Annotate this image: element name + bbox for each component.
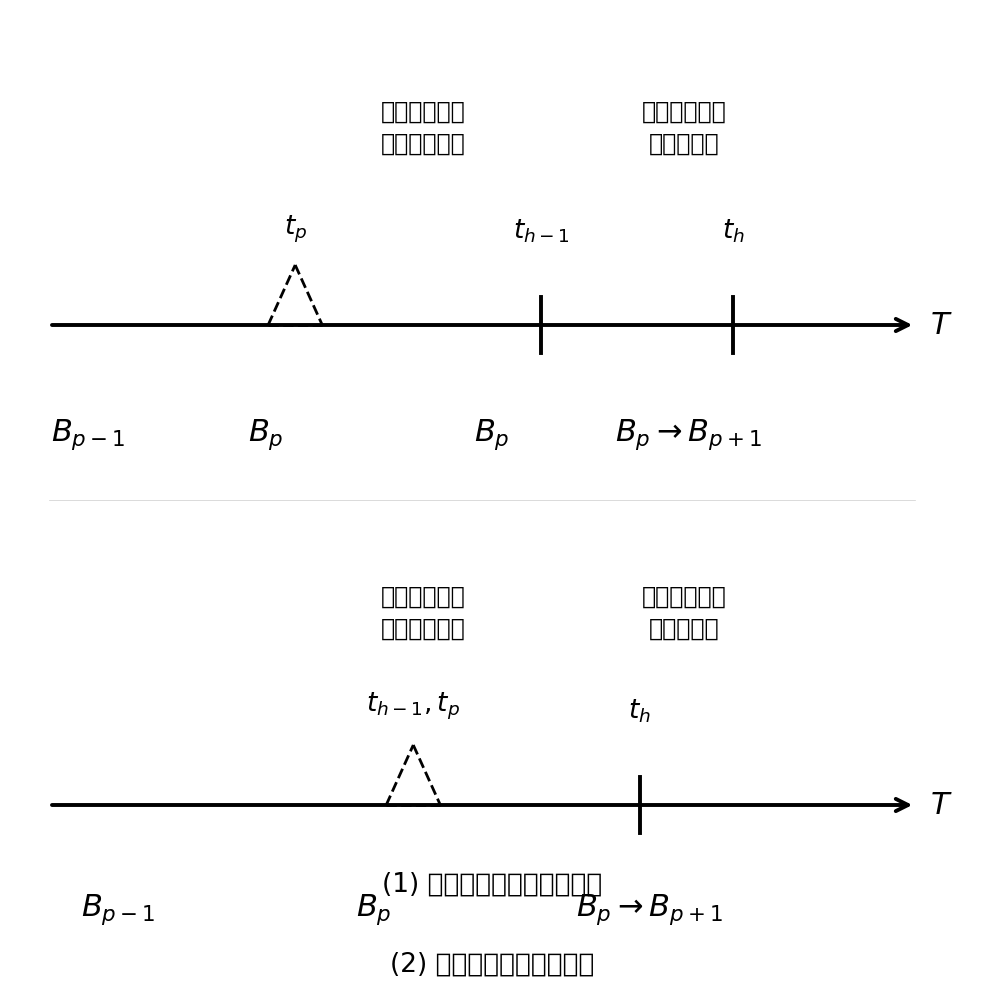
Text: $B_{p-1}$: $B_{p-1}$ — [81, 893, 155, 927]
Text: $B_p \rightarrow B_{p+1}$: $B_p \rightarrow B_{p+1}$ — [615, 418, 763, 452]
Text: (1) 元件未发生连续状态转移: (1) 元件未发生连续状态转移 — [382, 872, 602, 898]
Text: $B_p \rightarrow B_{p+1}$: $B_p \rightarrow B_{p+1}$ — [576, 893, 723, 927]
Text: $B_p$: $B_p$ — [474, 418, 510, 452]
Text: $B_{p-1}$: $B_{p-1}$ — [51, 418, 126, 452]
Text: $T$: $T$ — [930, 790, 953, 820]
Text: 上一次状态转
移发生的时刻: 上一次状态转 移发生的时刻 — [381, 585, 465, 641]
Text: $T$: $T$ — [930, 310, 953, 340]
Text: $t_h$: $t_h$ — [628, 698, 651, 725]
Text: (2) 元件发生连续状态转移: (2) 元件发生连续状态转移 — [390, 952, 594, 978]
Text: $t_{h-1}$: $t_{h-1}$ — [513, 218, 570, 245]
Text: $t_p$: $t_p$ — [283, 214, 307, 245]
Text: $B_p$: $B_p$ — [356, 893, 392, 927]
Text: $B_p$: $B_p$ — [248, 418, 283, 452]
Text: $t_h$: $t_h$ — [721, 218, 745, 245]
Text: 本次状态转移
发生的时刻: 本次状态转移 发生的时刻 — [642, 100, 726, 156]
Text: 本次状态转移
发生的时刻: 本次状态转移 发生的时刻 — [642, 585, 726, 641]
Text: $t_{h-1},t_p$: $t_{h-1},t_p$ — [366, 691, 461, 722]
Text: 上一次状态转
移发生的时刻: 上一次状态转 移发生的时刻 — [381, 100, 465, 156]
